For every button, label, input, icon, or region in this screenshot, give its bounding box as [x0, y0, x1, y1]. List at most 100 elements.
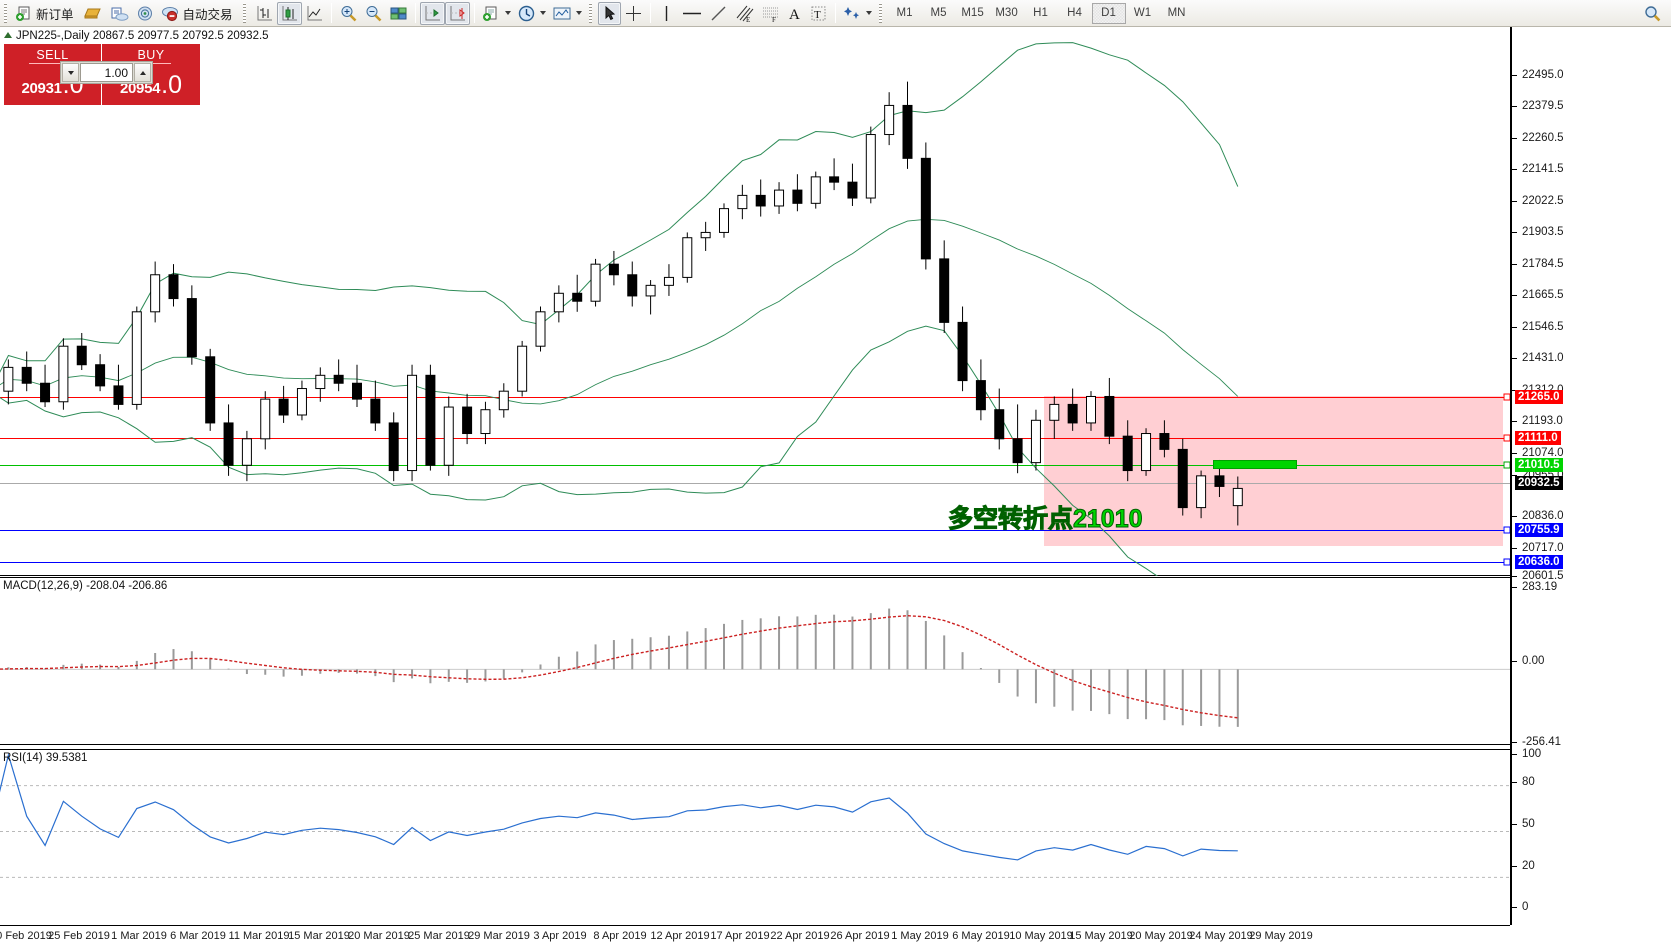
pivot-marker-bar[interactable] — [1213, 460, 1297, 469]
chart-expand-icon[interactable] — [4, 32, 12, 38]
time-label: 10 May 2019 — [1009, 930, 1073, 942]
resistance-line-21265[interactable] — [0, 397, 1510, 398]
resistance-line-21111[interactable] — [0, 438, 1510, 439]
zoom-out-button[interactable] — [361, 2, 386, 25]
rsi-series — [0, 752, 1510, 878]
chart-shift-button[interactable] — [419, 1, 445, 25]
indicators-button[interactable] — [549, 2, 575, 25]
text-label-button[interactable]: T — [806, 2, 831, 25]
price-label-support-lower[interactable]: 20636.0 — [1515, 555, 1563, 569]
toolbar-grip-4[interactable] — [877, 3, 885, 23]
toolbar-grip[interactable] — [3, 3, 10, 23]
line-chart-button[interactable] — [302, 2, 327, 25]
rsi-tick: 80 — [1512, 776, 1535, 788]
templates-dropdown-caret[interactable] — [504, 11, 511, 15]
timeframe-d1[interactable]: D1 — [1091, 2, 1126, 24]
autotrading-button[interactable]: 自动交易 — [158, 2, 239, 25]
buy-price: 20954 .0 — [102, 67, 200, 105]
time-label: 6 Mar 2019 — [170, 930, 226, 942]
templates-icon — [482, 6, 497, 21]
bar-chart-button[interactable] — [252, 2, 277, 25]
vertical-line-button[interactable] — [655, 2, 678, 25]
timeframe-w1[interactable]: W1 — [1133, 7, 1152, 19]
price-label-resistance-upper[interactable]: 21265.0 — [1515, 390, 1563, 404]
lot-size-input[interactable]: 1.00 — [80, 63, 133, 82]
trendline-icon — [711, 6, 726, 20]
search-button[interactable] — [1640, 2, 1665, 25]
timeframe-mn[interactable]: MN — [1167, 7, 1186, 19]
open-profile-button[interactable] — [106, 2, 132, 25]
price-label-pivot-level[interactable]: 21010.5 — [1515, 458, 1563, 472]
tile-windows-button[interactable] — [386, 2, 411, 25]
price-label-current-price[interactable]: 20932.5 — [1515, 476, 1563, 490]
candlestick-series — [0, 42, 1243, 576]
toolbar-grip-3[interactable] — [587, 3, 595, 23]
macd-pane[interactable]: MACD(12,26,9) -208.04 -206.86 — [0, 577, 1510, 745]
timeframe-m15[interactable]: M15 — [961, 7, 984, 19]
one-click-trading-panel[interactable]: SELL 20931 .0 BUY 20954 .0 — [4, 44, 205, 105]
lot-increase-button[interactable] — [134, 63, 151, 82]
templates-button[interactable] — [479, 2, 504, 25]
autotrading-label: 自动交易 — [182, 7, 233, 22]
period-dropdown-caret[interactable] — [539, 11, 546, 15]
auto-scroll-button[interactable] — [444, 1, 470, 25]
crosshair-button[interactable] — [621, 2, 646, 25]
trendline-button[interactable] — [706, 2, 731, 25]
text-button[interactable]: A — [783, 2, 806, 25]
pivot-line-21010[interactable] — [0, 465, 1510, 466]
timeframe-group: M1 M5 M15 M30 H1 H4 D1 W1 MN — [888, 2, 1194, 24]
timeframe-m30[interactable]: M30 — [995, 7, 1018, 19]
new-order-icon — [16, 6, 30, 21]
time-label: 25 Feb 2019 — [48, 930, 110, 942]
price-pane[interactable]: 多空转折点21010 JPN225-,Daily 20867.5 20977.5… — [0, 27, 1511, 576]
chart-annotation[interactable]: 多空转折点21010 — [948, 505, 1144, 534]
indicators-icon — [553, 7, 571, 19]
horizontal-line-button[interactable] — [678, 2, 706, 25]
current-price-line — [0, 483, 1510, 484]
lot-decrease-button[interactable] — [62, 63, 79, 82]
market-watch-icon — [137, 6, 152, 20]
price-label-resistance-lower[interactable]: 21111.0 — [1515, 431, 1561, 445]
time-label: 29 May 2019 — [1249, 930, 1313, 942]
folder-button[interactable] — [80, 2, 106, 25]
objects-button[interactable] — [840, 2, 865, 25]
crosshair-icon — [625, 5, 641, 21]
svg-text:E: E — [746, 16, 750, 23]
candlestick-chart-button[interactable] — [276, 1, 302, 25]
timeframe-m5[interactable]: M5 — [930, 7, 947, 19]
time-axis[interactable]: 0 Feb 2019 25 Feb 2019 1 Mar 2019 6 Mar 201… — [0, 925, 1510, 948]
objects-dropdown-caret[interactable] — [865, 11, 872, 15]
price-label-support-upper[interactable]: 20755.9 — [1515, 523, 1563, 537]
folder-icon — [83, 8, 101, 18]
rsi-pane[interactable]: RSI(14) 39.5381 — [0, 749, 1510, 925]
sell-label-row: SELL — [4, 44, 101, 67]
macd-tick: 283.19 — [1512, 581, 1557, 593]
support-line-20636[interactable] — [0, 562, 1510, 563]
period-button[interactable] — [514, 2, 539, 25]
timeframe-m1[interactable]: M1 — [896, 7, 913, 19]
timeframe-h4[interactable]: H4 — [1067, 7, 1082, 19]
chart-title: JPN225-,Daily 20867.5 20977.5 20792.5 20… — [4, 30, 269, 42]
toolbar-separator-1 — [330, 3, 332, 23]
search-icon — [1645, 5, 1661, 21]
new-order-button[interactable]: 新订单 — [13, 2, 80, 25]
timeframe-h1[interactable]: H1 — [1033, 7, 1048, 19]
chevron-down-icon — [67, 70, 74, 75]
equidistant-channel-button[interactable]: E — [731, 2, 758, 25]
time-label: 6 May 2019 — [952, 930, 1010, 942]
cursor-button[interactable] — [597, 1, 621, 25]
fibonacci-button[interactable]: F — [758, 2, 783, 25]
text-label-icon: T — [811, 6, 826, 21]
support-line-20755[interactable] — [0, 530, 1510, 531]
lot-size-stepper[interactable]: 1.00 — [60, 61, 153, 84]
svg-text:A: A — [789, 7, 800, 23]
toolbar-separator-5 — [834, 3, 836, 23]
zoom-in-button[interactable] — [336, 2, 361, 25]
indicators-dropdown-caret[interactable] — [575, 11, 582, 15]
chart-area[interactable]: 多空转折点21010 JPN225-,Daily 20867.5 20977.5… — [0, 27, 1671, 948]
new-order-label: 新订单 — [36, 7, 74, 22]
fibonacci-icon: F — [762, 7, 778, 23]
toolbar-grip-2[interactable] — [241, 3, 249, 23]
price-axis[interactable]: 22495.0 22379.5 22260.5 22141.5 22022.5 21903… — [1512, 27, 1671, 925]
market-watch-button[interactable] — [132, 2, 158, 25]
